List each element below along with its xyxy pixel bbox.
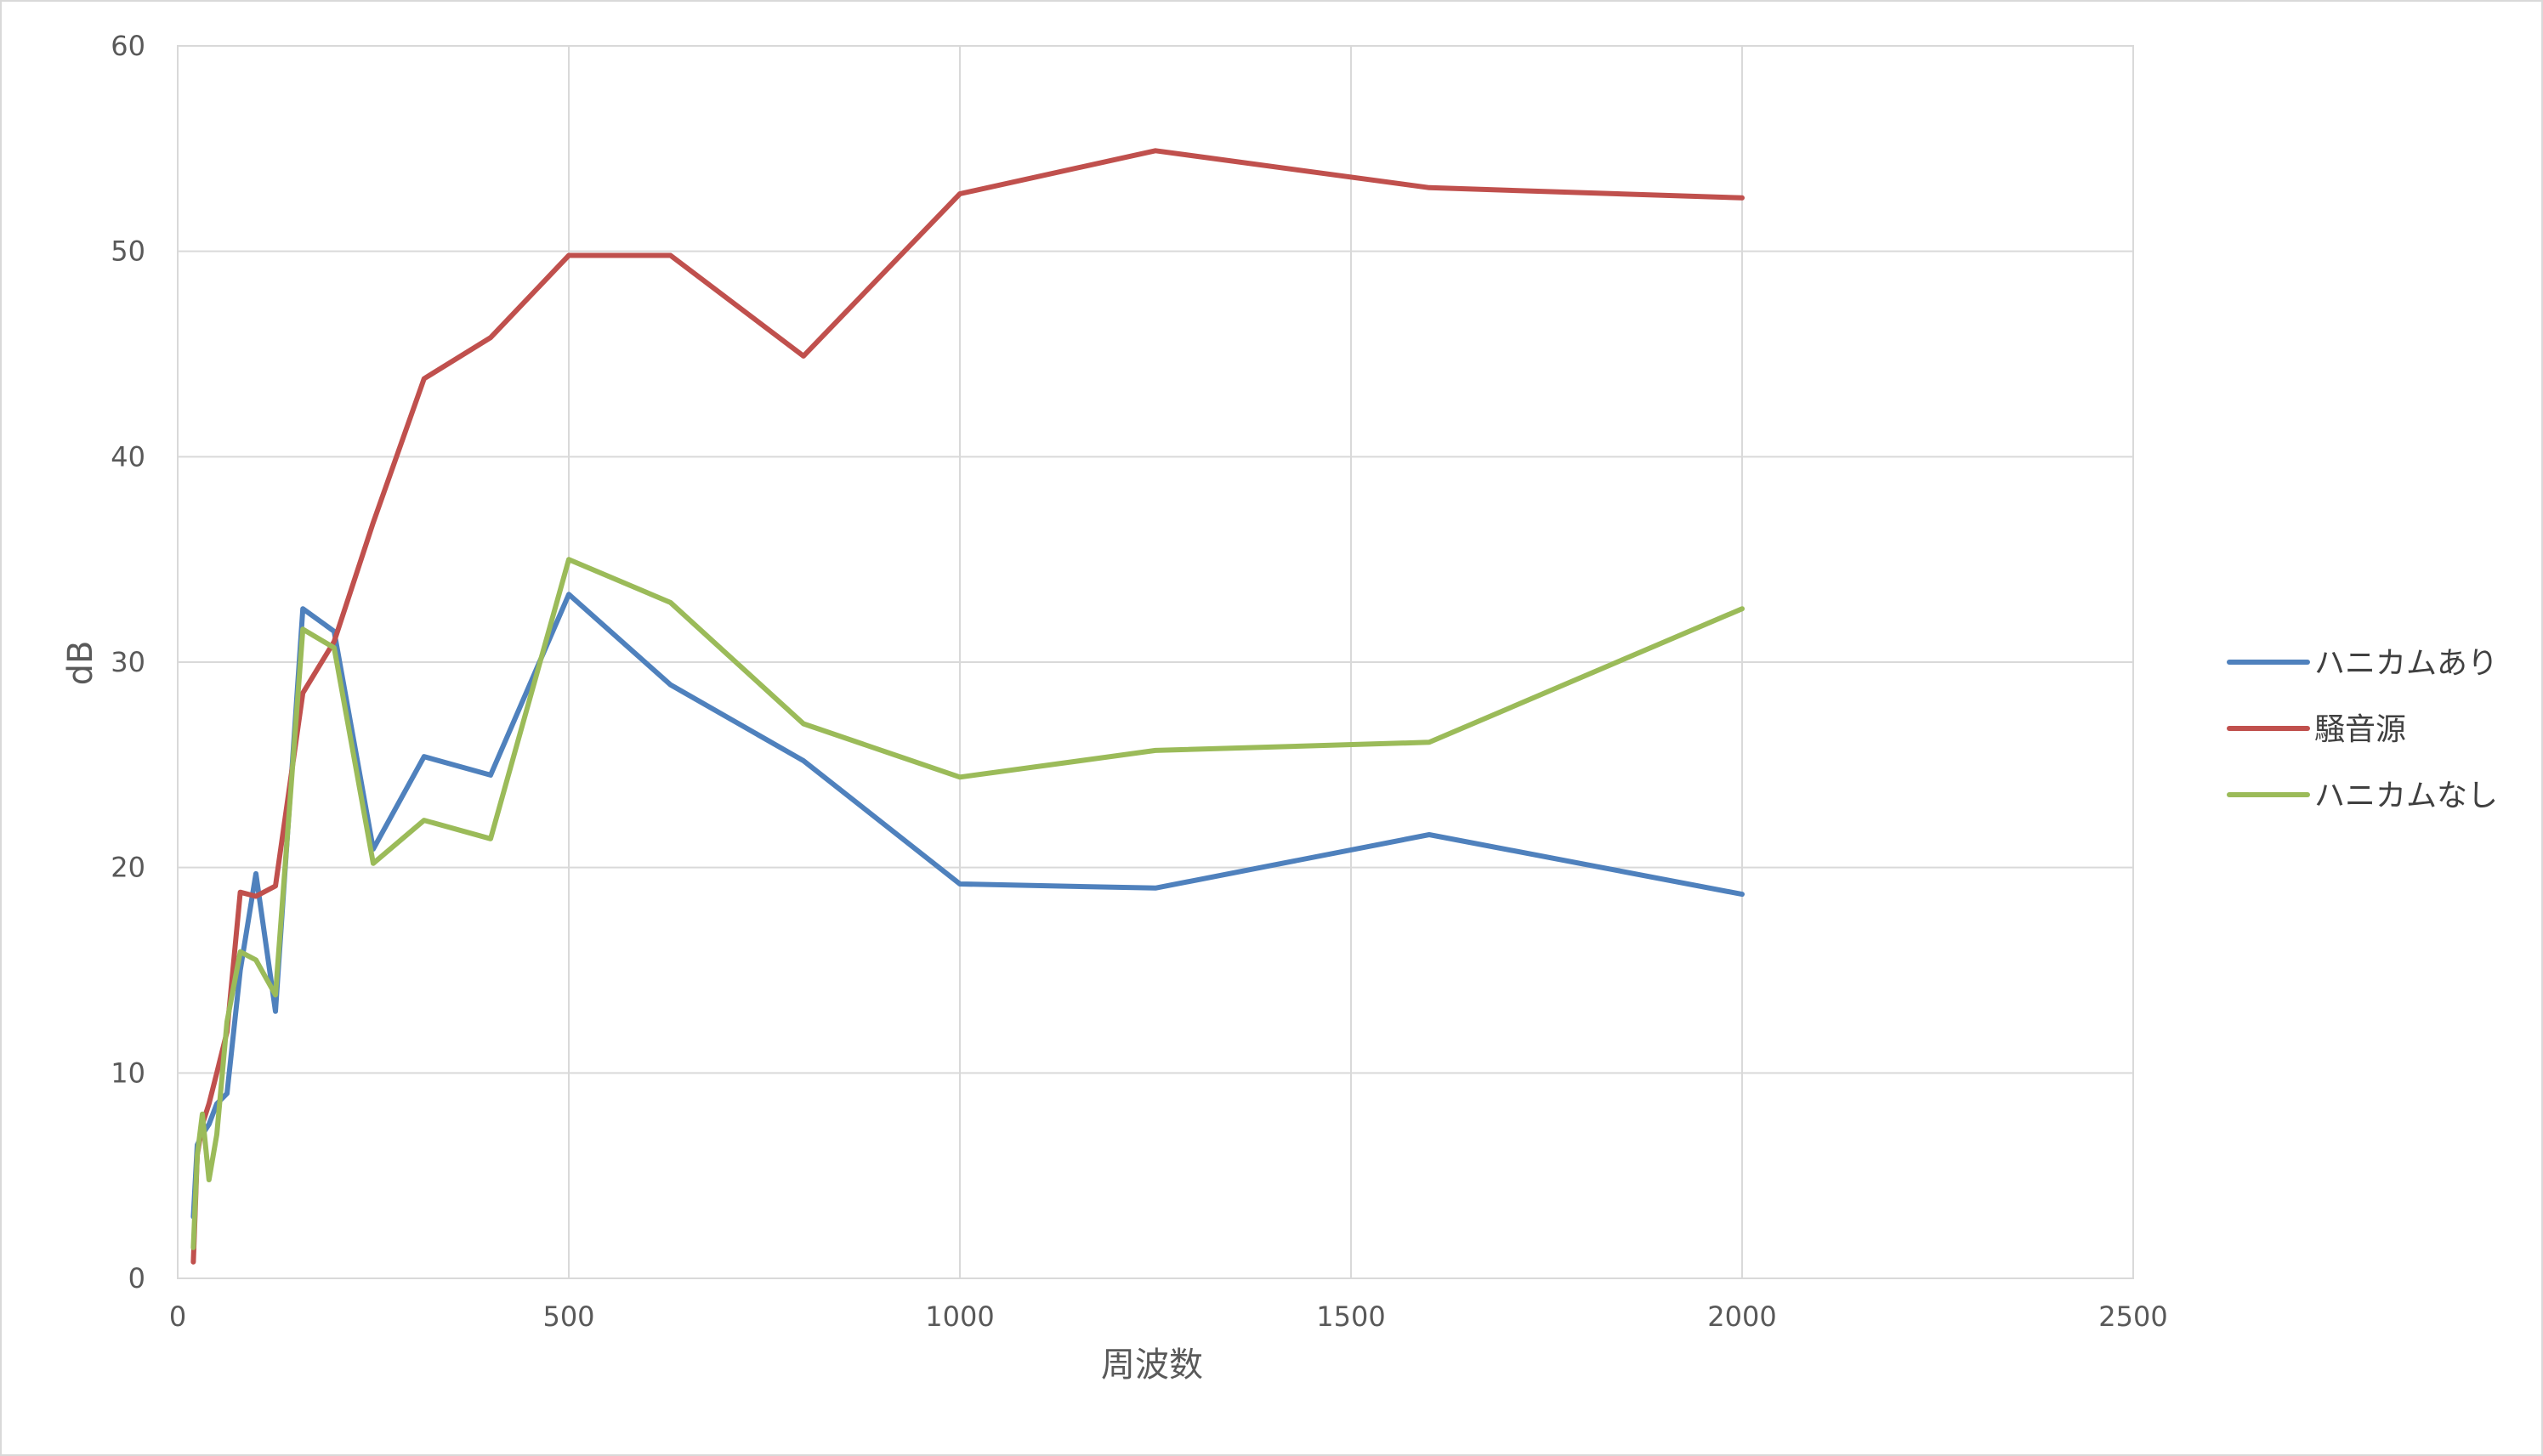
legend-label-2: ハニカムなし	[2314, 779, 2498, 813]
series-lines	[190, 148, 1745, 1265]
x-tick-label-0: 0	[169, 1300, 186, 1333]
series-line-1	[190, 148, 1745, 1265]
x-tick-label-1500: 1500	[1316, 1300, 1385, 1333]
grid-lines	[177, 45, 2134, 1279]
y-axis-title: dB	[61, 641, 100, 686]
y-tick-label-60: 60	[111, 30, 145, 62]
x-tick-label-500: 500	[542, 1300, 594, 1333]
x-axis-ticks: 0 500 1000 1500 2000 2500	[169, 1300, 2168, 1333]
y-tick-label-20: 20	[111, 852, 145, 884]
x-tick-label-2000: 2000	[1707, 1300, 1776, 1333]
y-tick-label-40: 40	[111, 440, 145, 473]
legend-label-1: 騒音源	[2314, 712, 2406, 747]
series-line-0	[190, 592, 1745, 1220]
y-tick-label-0: 0	[128, 1262, 145, 1295]
y-tick-label-50: 50	[111, 235, 145, 268]
legend-label-0: ハニカムあり	[2314, 646, 2498, 681]
x-axis-title: 周波数	[1101, 1346, 1203, 1385]
y-tick-label-30: 30	[111, 646, 145, 678]
y-tick-label-10: 10	[111, 1057, 145, 1089]
series-line-2	[190, 557, 1745, 1250]
x-tick-label-1000: 1000	[925, 1300, 994, 1333]
y-axis-ticks: 0 10 20 30 40 50 60	[111, 30, 145, 1295]
plot-area-border	[177, 45, 2134, 1279]
x-tick-label-2500: 2500	[2098, 1300, 2167, 1333]
